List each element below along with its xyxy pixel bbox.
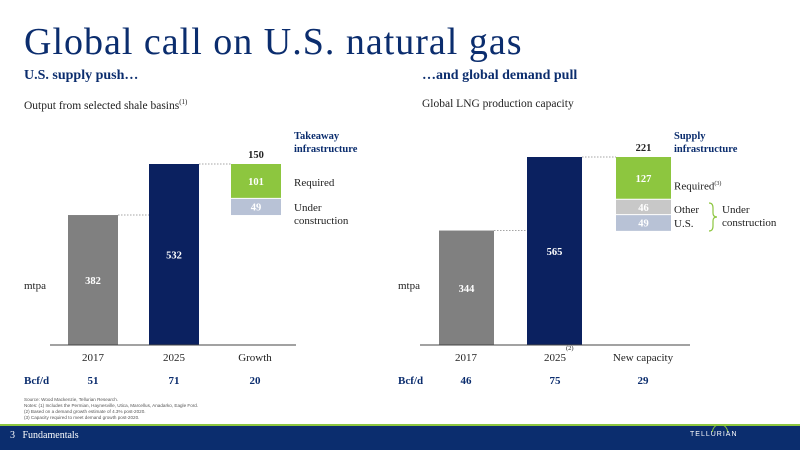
left-bcfd-label: Bcf/d bbox=[24, 375, 50, 387]
right-cat-2017: 2017 bbox=[455, 352, 477, 364]
page-title: Global call on U.S. natural gas bbox=[24, 21, 523, 63]
right-under-line2: construction bbox=[722, 217, 777, 229]
company-logo: TELLURIAN bbox=[690, 431, 738, 438]
right-bcfd-new: 29 bbox=[637, 375, 649, 387]
left-bcfd-2017: 51 bbox=[87, 375, 99, 387]
left-bcfd-growth: 20 bbox=[249, 375, 261, 387]
left-required-label: Required bbox=[294, 177, 335, 189]
right-growth-seg-2 bbox=[616, 214, 671, 231]
right-growth-label-1: 46 bbox=[638, 203, 649, 214]
right-label-2017: 344 bbox=[459, 284, 476, 295]
left-cat-2025: 2025 bbox=[163, 352, 185, 364]
right-required-note: (3) bbox=[714, 181, 722, 187]
left-growth-label-1: 49 bbox=[251, 203, 262, 214]
left-bar-2017 bbox=[68, 215, 118, 345]
sources-notes: Source: Wood Mackenzie, Tellurian Resear… bbox=[24, 397, 198, 421]
right-legend-head-line1: Supply bbox=[674, 131, 706, 142]
right-growth-seg-0 bbox=[616, 157, 671, 200]
right-chart: 344 565 127 46 49 221 bbox=[420, 143, 690, 346]
right-bcfd-2025: 75 bbox=[549, 375, 561, 387]
footer-bar bbox=[0, 424, 800, 450]
left-growth-seg-0 bbox=[231, 164, 281, 199]
left-legend-head-line2: infrastructure bbox=[294, 144, 358, 155]
left-subtitle-text: Output from selected shale basins bbox=[24, 99, 180, 112]
left-under-line2: construction bbox=[294, 215, 349, 227]
left-label-2017: 382 bbox=[85, 276, 101, 287]
notes-line-1: Notes: (1) Includes the Permian, Haynesv… bbox=[24, 403, 199, 408]
notes-line-2: (2) Based on a demand growth estimate of… bbox=[24, 409, 146, 414]
left-label-2025: 532 bbox=[166, 251, 182, 262]
right-cat-2025: 2025 bbox=[544, 352, 566, 364]
right-required-text: Required bbox=[674, 180, 715, 193]
left-legend-head: Takeaway infrastructure bbox=[294, 130, 357, 156]
right-subtitle: Global LNG production capacity bbox=[422, 98, 574, 110]
left-subtitle-note: (1) bbox=[179, 98, 188, 106]
left-legend-head-line1: Takeaway bbox=[294, 131, 340, 142]
right-growth-label-0: 127 bbox=[636, 174, 652, 185]
left-growth-label-0: 101 bbox=[248, 177, 264, 188]
right-bcfd-label: Bcf/d bbox=[398, 375, 424, 387]
left-cat-growth: Growth bbox=[238, 352, 272, 364]
left-subhead: U.S. supply push… bbox=[24, 68, 139, 83]
right-required-label: Required(3) bbox=[674, 178, 721, 194]
right-other-label: Other bbox=[674, 204, 700, 216]
left-bcfd-2025: 71 bbox=[168, 375, 180, 387]
right-growth-seg-1 bbox=[616, 199, 671, 215]
left-subtitle: Output from selected shale basins(1) bbox=[24, 98, 187, 112]
right-bar-2017 bbox=[439, 230, 494, 345]
footer-section-label: Fundamentals bbox=[22, 430, 79, 441]
left-growth-total: 150 bbox=[248, 150, 264, 161]
right-subhead: …and global demand pull bbox=[422, 68, 578, 83]
right-growth-total: 221 bbox=[636, 143, 652, 154]
left-unit-label: mtpa bbox=[24, 280, 46, 292]
left-chart: 382 532 101 49 150 bbox=[50, 150, 296, 346]
right-brace-icon bbox=[708, 202, 718, 232]
charts-svg: 382 532 101 49 150 344 565 127 46 49 221 bbox=[50, 143, 690, 346]
right-2025-note: (2) bbox=[566, 345, 574, 352]
footer-section: 3 Fundamentals bbox=[10, 430, 79, 441]
right-label-2025: 565 bbox=[547, 247, 563, 258]
right-under-line1: Under bbox=[722, 204, 750, 216]
footer-page-number: 3 bbox=[10, 430, 15, 441]
left-bar-2025 bbox=[149, 164, 199, 345]
right-us-label: U.S. bbox=[674, 218, 694, 230]
sources-line: Source: Wood Mackenzie, Tellurian Resear… bbox=[24, 397, 119, 402]
right-legend-head-line2: infrastructure bbox=[674, 144, 738, 155]
left-cat-2017: 2017 bbox=[82, 352, 104, 364]
left-under-label: Under construction bbox=[294, 202, 348, 228]
left-growth-seg-1 bbox=[231, 198, 281, 216]
right-growth-label-2: 49 bbox=[638, 219, 649, 230]
right-bar-2025 bbox=[527, 157, 582, 345]
right-unit-label: mtpa bbox=[398, 280, 420, 292]
right-under-label: Under construction bbox=[722, 204, 776, 230]
right-bcfd-2017: 46 bbox=[460, 375, 472, 387]
right-legend-head: Supply infrastructure bbox=[674, 130, 737, 156]
right-cat-new-capacity: New capacity bbox=[612, 352, 674, 364]
notes-line-3: (3) Capacity required to meet demand gro… bbox=[24, 415, 140, 420]
left-under-line1: Under bbox=[294, 202, 322, 214]
